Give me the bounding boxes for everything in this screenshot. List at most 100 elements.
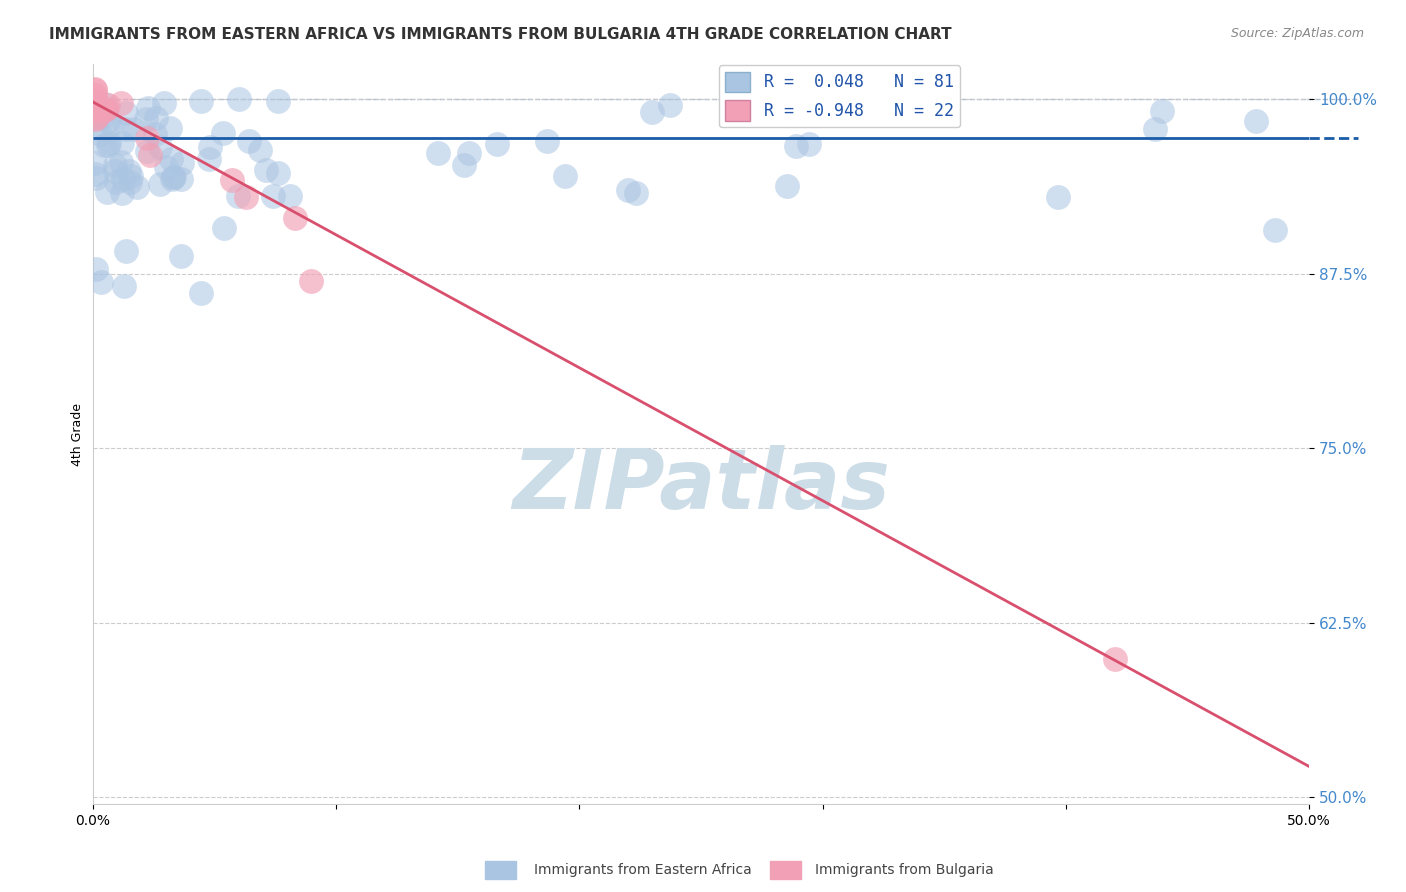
- Point: [554, 169, 576, 183]
- Point: [84, 112, 107, 126]
- Point: [100, 117, 122, 131]
- Point: [115, 244, 138, 258]
- Point: [267, 94, 290, 108]
- Text: ZIPatlas: ZIPatlas: [512, 445, 890, 526]
- Point: [89, 128, 111, 142]
- Point: [190, 95, 212, 109]
- Point: [256, 163, 278, 178]
- Point: [153, 95, 176, 110]
- Point: [170, 172, 193, 186]
- Point: [135, 112, 157, 127]
- Point: [159, 120, 181, 135]
- Point: [139, 147, 162, 161]
- Point: [262, 188, 284, 202]
- Point: [1150, 104, 1173, 119]
- Point: [536, 134, 558, 148]
- Legend: R =  0.048   N = 81, R = -0.948   N = 22: R = 0.048 N = 81, R = -0.948 N = 22: [718, 65, 960, 128]
- Point: [145, 111, 167, 125]
- Point: [96, 185, 118, 199]
- Point: [84, 156, 107, 170]
- Point: [110, 155, 132, 169]
- Point: [120, 169, 142, 183]
- Point: [91, 102, 114, 116]
- Point: [120, 175, 142, 189]
- Point: [115, 105, 138, 120]
- Point: [659, 97, 682, 112]
- Point: [238, 134, 260, 148]
- Point: [84, 261, 107, 276]
- Text: IMMIGRANTS FROM EASTERN AFRICA VS IMMIGRANTS FROM BULGARIA 4TH GRADE CORRELATION: IMMIGRANTS FROM EASTERN AFRICA VS IMMIGR…: [49, 27, 952, 42]
- Point: [94, 97, 117, 112]
- Point: [617, 183, 640, 197]
- Point: [1143, 121, 1166, 136]
- Point: [640, 105, 662, 120]
- Point: [90, 275, 112, 289]
- Point: [135, 131, 157, 145]
- Point: [127, 180, 149, 194]
- Point: [117, 163, 139, 178]
- Point: [93, 138, 115, 153]
- Point: [149, 178, 172, 192]
- Text: Immigrants from Eastern Africa: Immigrants from Eastern Africa: [534, 863, 752, 877]
- Point: [453, 158, 475, 172]
- Point: [84, 97, 107, 112]
- Point: [84, 103, 107, 117]
- Point: [84, 100, 107, 114]
- Point: [485, 137, 508, 152]
- Point: [797, 137, 820, 152]
- Point: [221, 172, 243, 186]
- Point: [84, 82, 107, 96]
- Point: [97, 138, 120, 153]
- Point: [84, 98, 107, 112]
- Point: [97, 114, 120, 128]
- Point: [163, 170, 186, 185]
- Text: Source: ZipAtlas.com: Source: ZipAtlas.com: [1230, 27, 1364, 40]
- Point: [1104, 652, 1126, 666]
- Point: [122, 122, 145, 136]
- Point: [104, 164, 127, 178]
- Point: [143, 128, 166, 142]
- Point: [86, 111, 108, 125]
- Point: [235, 189, 257, 203]
- Point: [198, 140, 221, 154]
- Point: [162, 169, 184, 184]
- Point: [111, 186, 134, 201]
- Point: [626, 186, 648, 200]
- Point: [160, 172, 183, 186]
- Point: [169, 249, 191, 263]
- Point: [94, 103, 117, 117]
- Point: [284, 211, 307, 225]
- Point: [97, 98, 120, 112]
- Point: [149, 139, 172, 153]
- Point: [427, 145, 450, 160]
- Point: [84, 93, 107, 107]
- Point: [84, 117, 107, 131]
- Point: [84, 167, 107, 181]
- Point: [110, 95, 132, 110]
- Point: [190, 286, 212, 301]
- Point: [86, 171, 108, 186]
- Point: [93, 109, 115, 123]
- Point: [299, 273, 322, 287]
- Text: Immigrants from Bulgaria: Immigrants from Bulgaria: [815, 863, 994, 877]
- Point: [96, 102, 118, 116]
- Y-axis label: 4th Grade: 4th Grade: [72, 402, 84, 466]
- Point: [155, 161, 177, 175]
- Point: [1264, 223, 1286, 237]
- Point: [775, 179, 797, 194]
- Point: [211, 126, 233, 140]
- Point: [84, 83, 107, 97]
- Point: [104, 158, 127, 172]
- Point: [1244, 114, 1267, 128]
- Point: [785, 139, 807, 153]
- Point: [228, 189, 250, 203]
- Point: [278, 189, 301, 203]
- Point: [98, 136, 121, 151]
- Point: [114, 122, 136, 136]
- Point: [1046, 189, 1069, 203]
- Point: [458, 145, 481, 160]
- Point: [135, 145, 157, 159]
- Point: [212, 221, 235, 235]
- Point: [111, 136, 134, 150]
- Point: [172, 156, 194, 170]
